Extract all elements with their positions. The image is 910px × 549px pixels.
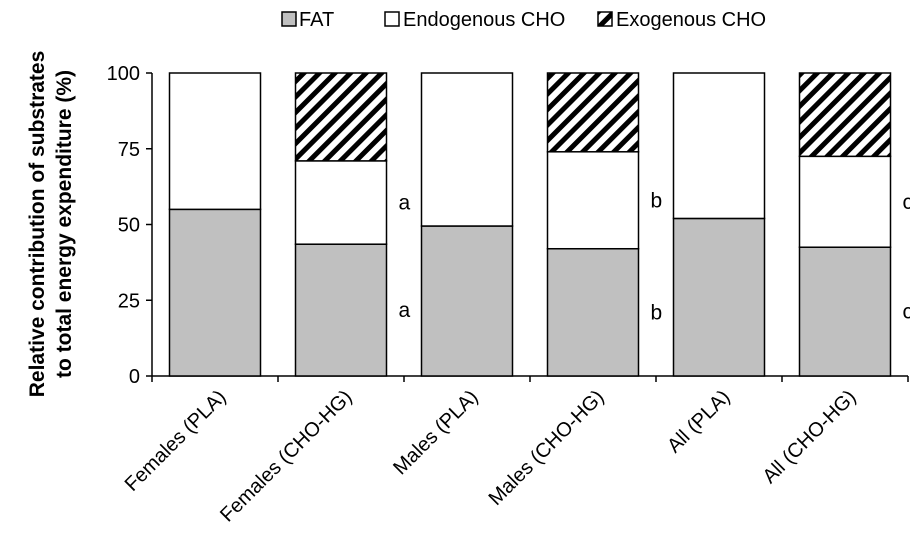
y-axis-title-line-1: Relative contribution of substrates [26,51,49,398]
y-tick-label-50: 50 [118,215,140,237]
annotation-females-cho-hg-fat: a [399,299,411,322]
bar-females-cho-hg-exogenous-cho [294,72,388,162]
legend-swatch-exogenous-cho [597,11,613,27]
bar-all-cho-hg-exogenous-cho [798,72,892,158]
annotation-males-cho-hg-fat: b [651,301,663,324]
x-tick-label-males-pla: Males (PLA) [389,386,482,479]
bar-all-pla-fat [672,217,766,377]
x-tick-label-all-pla: All (PLA) [663,386,734,457]
annotation-females-cho-hg-endogenous-cho: a [399,192,411,215]
legend-swatch-fat [281,11,297,27]
bar-females-cho-hg-endogenous-cho [294,160,388,245]
bar-females-cho-hg-fat [294,243,388,377]
bar-females-pla-endogenous-cho [168,72,262,211]
bar-all-cho-hg-endogenous-cho [798,155,892,248]
legend: FAT Endogenous CHO Exogenous CHO [281,9,766,31]
legend-label-exogenous-cho: Exogenous CHO [616,9,766,31]
annotation-males-cho-hg-endogenous-cho: b [651,189,663,212]
bar-males-cho-hg-endogenous-cho [546,151,640,250]
y-axis-title: Relative contribution of substrates to t… [26,51,76,398]
bar-all-pla-endogenous-cho [672,72,766,220]
plot-area: 0 25 50 75 100 Females (PLA) a a Females (CHO-HG… [107,63,910,526]
legend-label-endogenous-cho: Endogenous CHO [403,9,565,31]
y-axis-title-line-2: to total energy expenditure (%) [53,70,76,378]
bar-males-cho-hg-exogenous-cho [546,72,640,153]
y-tick-label-25: 25 [118,290,140,312]
bar-all-cho-hg-fat [798,246,892,377]
bar-females-pla-fat [168,208,262,377]
x-tick-label-males-cho-hg: Males (CHO-HG) [485,386,609,510]
bar-males-pla-fat [420,225,514,377]
annotation-all-cho-hg-fat: c [903,301,910,324]
y-tick-label-0: 0 [129,366,140,388]
y-tick-label-100: 100 [107,63,140,85]
x-tick-label-all-cho-hg: All (CHO-HG) [759,386,861,488]
bar-males-pla-endogenous-cho [420,72,514,227]
x-tick-label-females-cho-hg: Females (CHO-HG) [216,386,356,526]
bar-males-cho-hg-fat [546,247,640,377]
annotation-all-cho-hg-endogenous-cho: c [903,191,910,214]
x-tick-label-females-pla: Females (PLA) [121,386,231,496]
legend-label-fat: FAT [299,9,334,31]
y-tick-label-75: 75 [118,139,140,161]
legend-swatch-endogenous-cho [384,11,400,27]
